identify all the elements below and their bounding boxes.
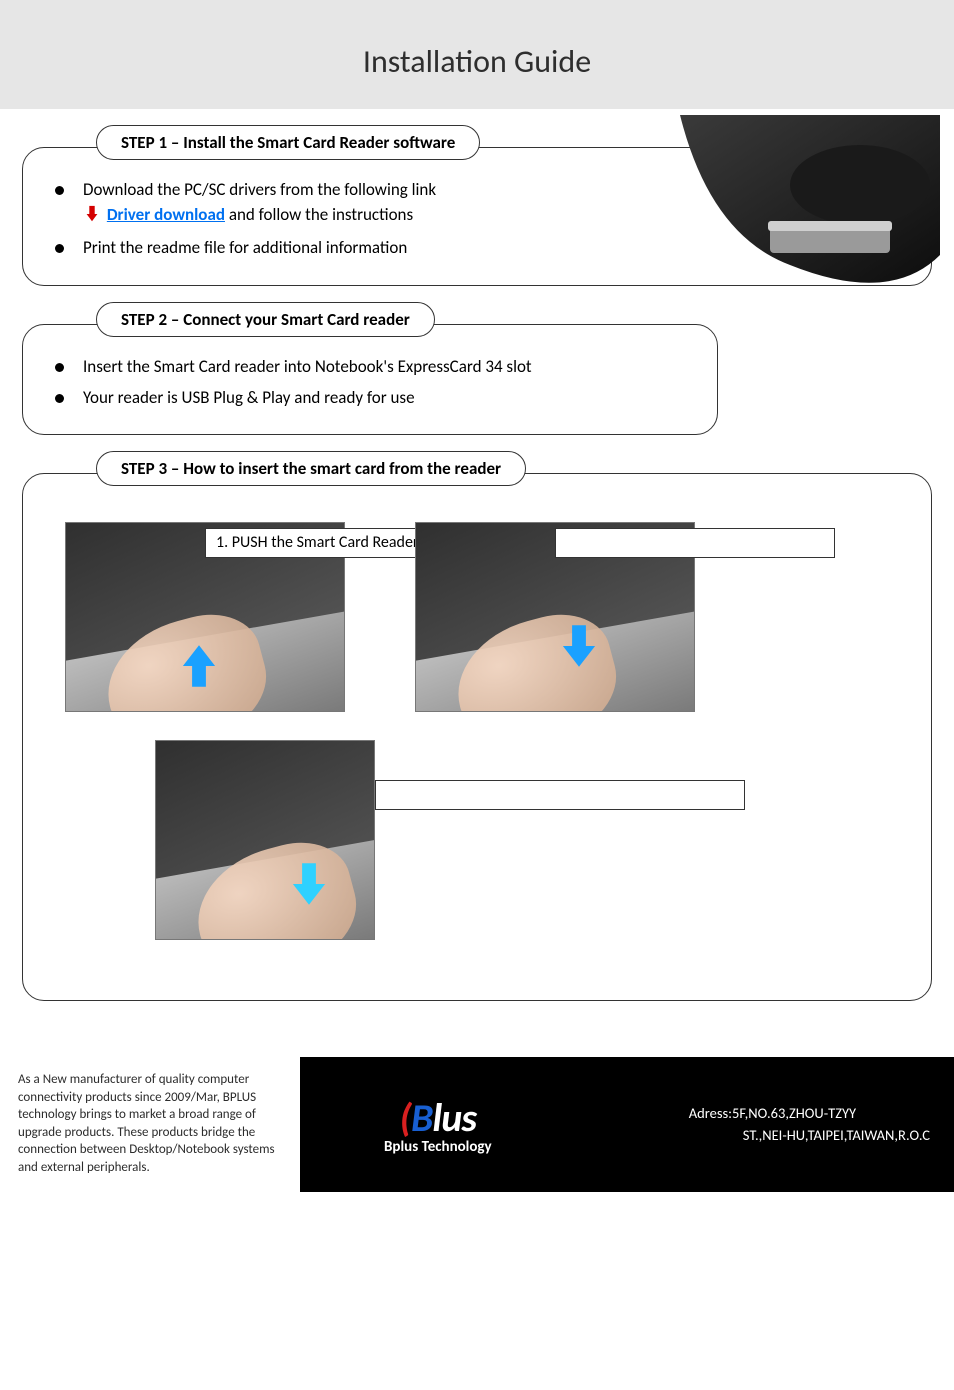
step2-card: STEP 2 – Connect your Smart Card reader … — [22, 324, 932, 435]
step1-card: STEP 1 – Install the Smart Card Reader s… — [22, 147, 932, 286]
logo-mark: (Blus — [400, 1093, 477, 1142]
step1-b1-pre: Download the PC/SC drivers from the foll… — [83, 179, 436, 200]
step3-item-1: 1. PUSH the Smart Card Reader — [65, 522, 345, 712]
step1-bullet-2: Print the readme file for additional inf… — [83, 236, 907, 261]
logo-sub: Bplus Technology — [384, 1138, 492, 1156]
download-arrow-icon — [83, 205, 101, 231]
step2-bullet-2: Your reader is USB Plug & Play and ready… — [83, 386, 693, 411]
about-text: As a New manufacturer of quality compute… — [0, 1057, 300, 1192]
step2-label: STEP 2 – Connect your Smart Card reader — [96, 302, 435, 337]
driver-download-link[interactable]: Driver download — [107, 204, 225, 225]
arrow-down-icon — [556, 623, 602, 669]
address-line2: ST.,NEI-HU,TAIPEI,TAIWAN,R.O.C — [689, 1125, 930, 1147]
arrow-up-icon — [176, 643, 222, 689]
step3-item-3 — [155, 740, 375, 940]
step2-bullet-1: Insert the Smart Card reader into Notebo… — [83, 355, 693, 380]
step3-caption-2 — [555, 528, 835, 558]
step1-bullet-1: Download the PC/SC drivers from the foll… — [83, 178, 907, 230]
step3-caption-3 — [375, 780, 745, 810]
address: Adress:5F,NO.63,ZHOU-TZYY ST.,NEI-HU,TAI… — [689, 1103, 930, 1147]
step3-body: 1. PUSH the Smart Card Reader — [22, 473, 932, 1001]
logo: (Blus Bplus Technology — [384, 1093, 492, 1156]
step3-item-2 — [415, 522, 695, 712]
page-title: Installation Guide — [0, 42, 954, 81]
arrow-down-icon — [286, 861, 332, 907]
step1-b1-post: and follow the instructions — [229, 204, 413, 225]
step1-label: STEP 1 – Install the Smart Card Reader s… — [96, 125, 480, 160]
step3-label: STEP 3 – How to insert the smart card fr… — [96, 451, 526, 486]
footer: As a New manufacturer of quality compute… — [0, 1057, 954, 1192]
step2-body: Insert the Smart Card reader into Notebo… — [22, 324, 718, 435]
brand-bar: (Blus Bplus Technology Adress:5F,NO.63,Z… — [300, 1057, 954, 1192]
step1-body: Download the PC/SC drivers from the foll… — [22, 147, 932, 286]
address-line1: Adress:5F,NO.63,ZHOU-TZYY — [689, 1103, 930, 1125]
step3-card: STEP 3 – How to insert the smart card fr… — [22, 473, 932, 1001]
step3-photo-3 — [155, 740, 375, 940]
step3-gallery: 1. PUSH the Smart Card Reader — [47, 516, 907, 940]
header: Installation Guide — [0, 0, 954, 109]
